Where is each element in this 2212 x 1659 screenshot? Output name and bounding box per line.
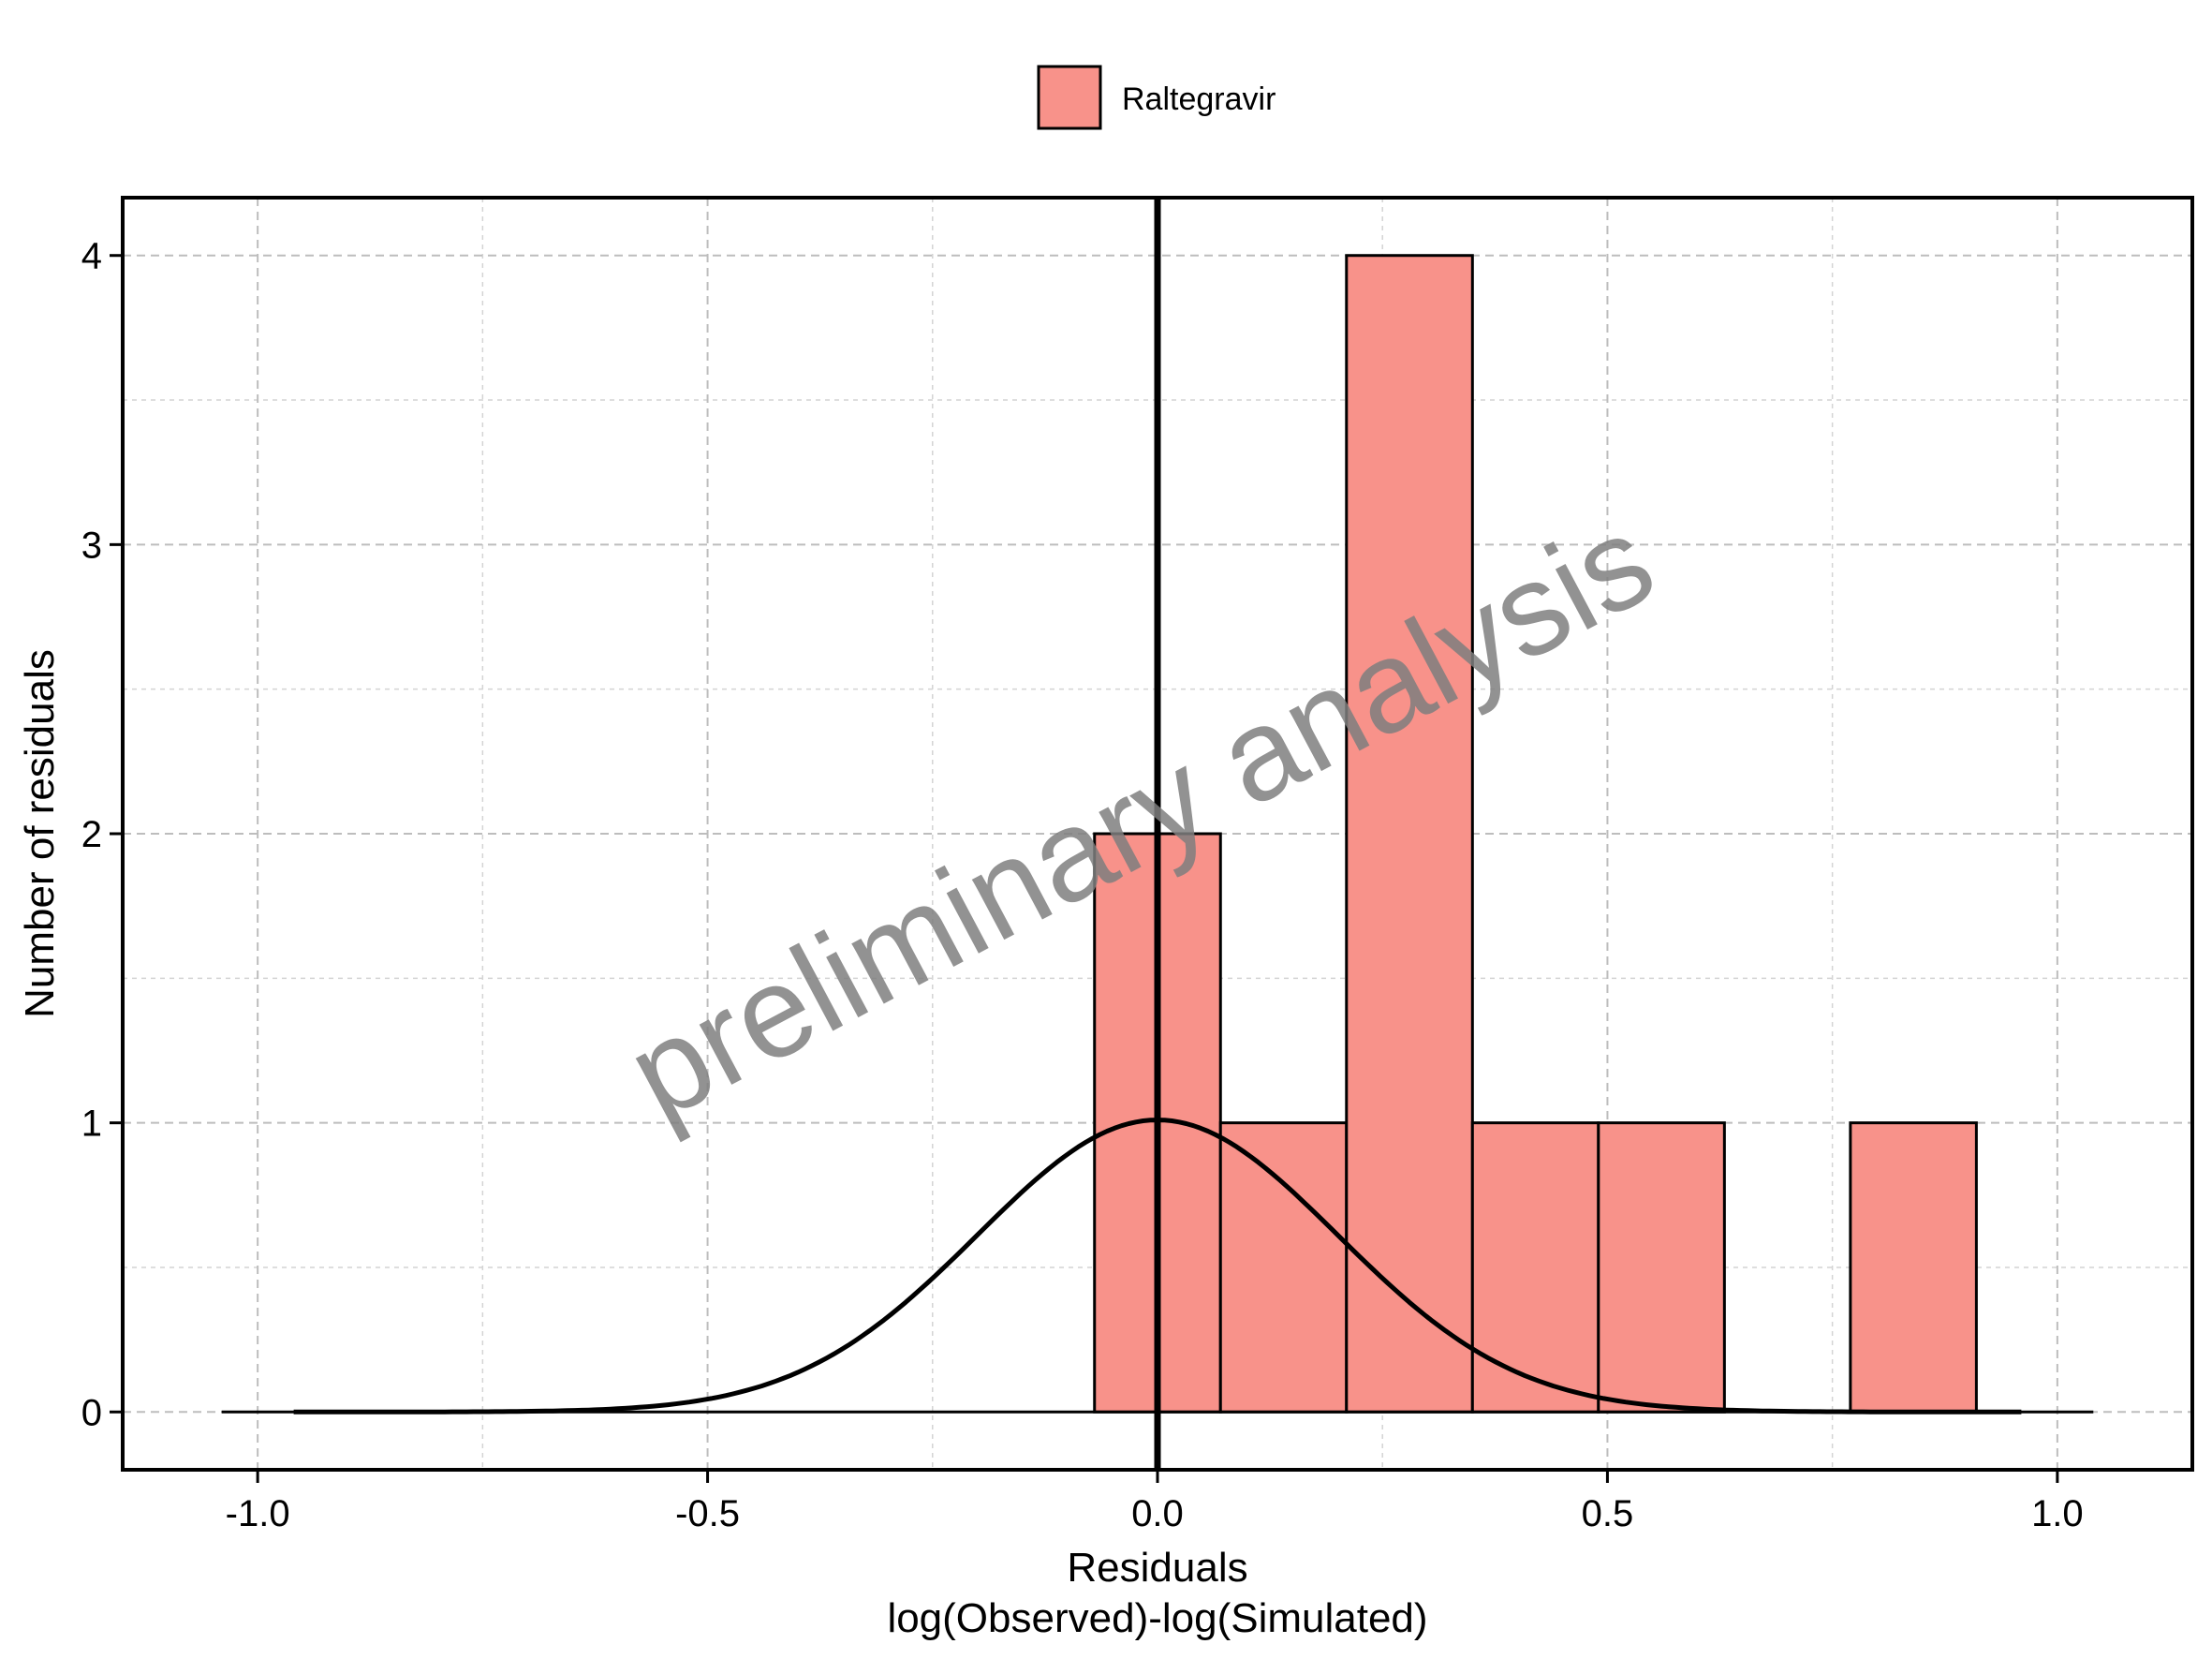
histogram-bar bbox=[1470, 1121, 1600, 1414]
histogram-bars bbox=[1093, 254, 1978, 1414]
y-tick-label: 4 bbox=[81, 236, 102, 277]
y-tick-label: 2 bbox=[81, 814, 102, 855]
x-axis-title-line-2: log(Observed)-log(Simulated) bbox=[887, 1595, 1427, 1641]
histogram-bar bbox=[1345, 254, 1474, 1414]
x-tick-label: -1.0 bbox=[226, 1493, 290, 1534]
legend-swatch-raltegravir bbox=[1037, 65, 1102, 130]
legend: Raltegravir bbox=[1037, 65, 1276, 130]
x-tick-label: -0.5 bbox=[675, 1493, 740, 1534]
y-tick-label: 1 bbox=[81, 1104, 102, 1145]
chart-overlay bbox=[221, 198, 2094, 1470]
y-tick-label: 3 bbox=[81, 525, 102, 566]
y-axis-title: Number of residuals bbox=[17, 649, 63, 1018]
legend-label-raltegravir: Raltegravir bbox=[1122, 81, 1276, 117]
histogram-bar bbox=[1218, 1121, 1349, 1414]
x-axis: -1.0 -0.5 0.0 0.5 1.0 bbox=[226, 1470, 2084, 1534]
x-tick-label: 0.5 bbox=[1582, 1493, 1634, 1534]
x-axis-title-line-1: Residuals bbox=[1067, 1545, 1247, 1591]
y-axis: 0 1 2 3 4 bbox=[81, 236, 123, 1433]
x-tick-label: 0.0 bbox=[1131, 1493, 1184, 1534]
y-tick-label: 0 bbox=[81, 1392, 102, 1433]
histogram-bar bbox=[1849, 1121, 1978, 1414]
histogram-bar bbox=[1597, 1121, 1726, 1414]
x-tick-label: 1.0 bbox=[2031, 1493, 2084, 1534]
